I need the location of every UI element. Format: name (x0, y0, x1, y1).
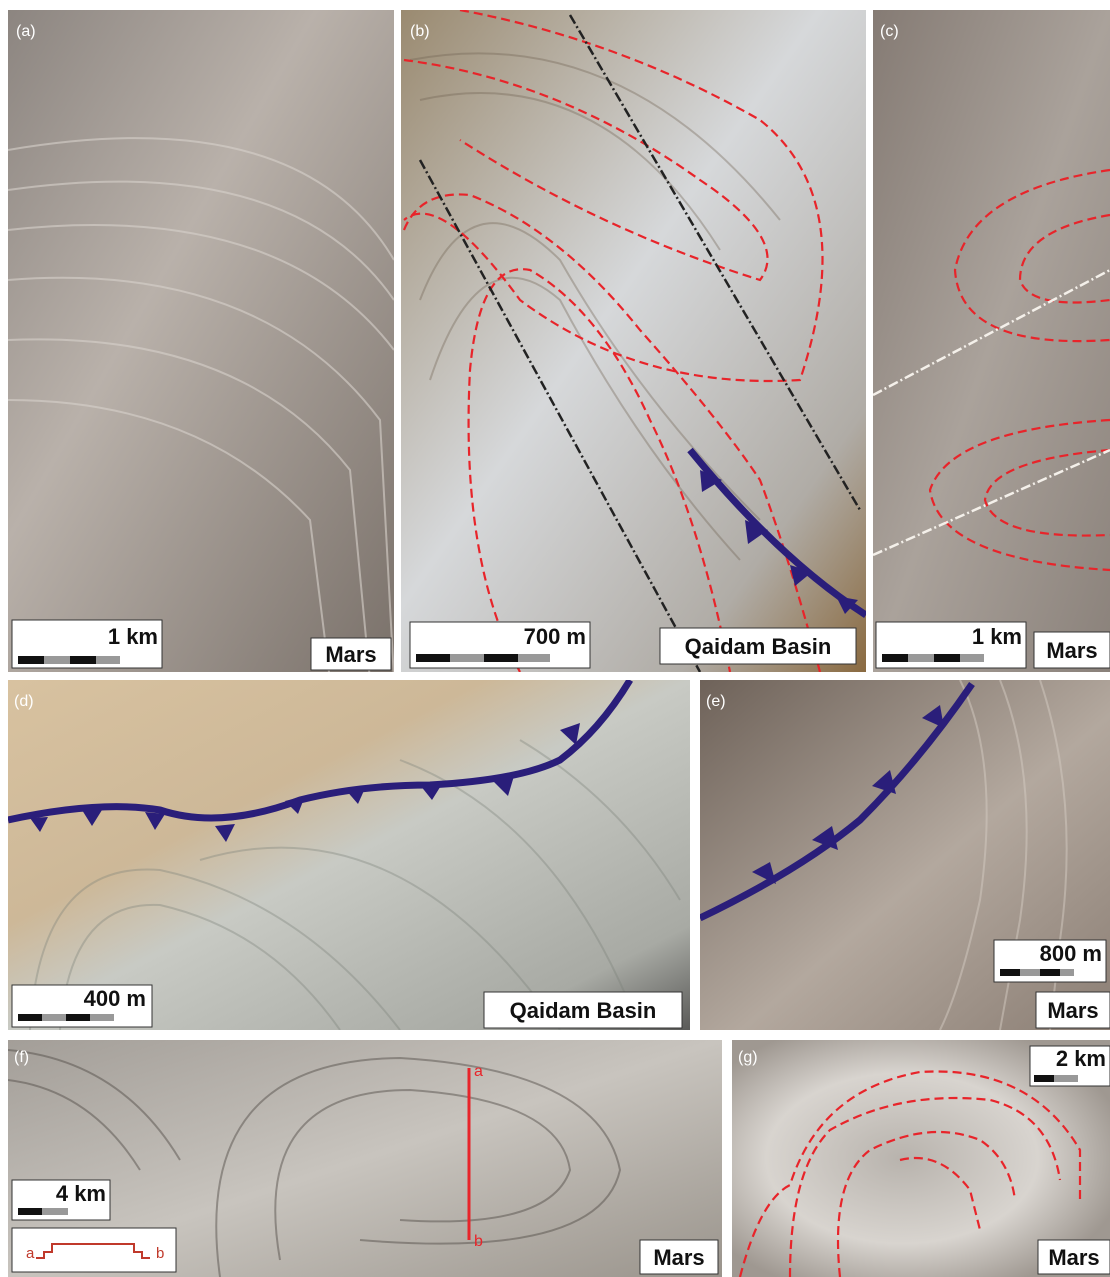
figure: (a) (b) (c) (d) (e) (f) (g) Mars Qaidam … (0, 0, 1110, 1277)
scale-label: 2 km (1056, 1046, 1106, 1071)
scale-label: 700 m (524, 624, 586, 649)
panel-a (8, 10, 394, 680)
profile-end: b (474, 1233, 483, 1250)
panel-d (8, 680, 690, 1030)
location: Mars (325, 642, 376, 667)
location: Qaidam Basin (685, 634, 832, 659)
panel-label: (f) (14, 1049, 29, 1066)
scale-label: 1 km (972, 624, 1022, 649)
scale-label: 800 m (1040, 941, 1102, 966)
location: Mars (1046, 638, 1097, 663)
panel-label: (c) (880, 23, 899, 40)
profile-end: b (156, 1245, 164, 1262)
panel-b (401, 10, 866, 672)
profile-end: a (474, 1063, 483, 1080)
location: Qaidam Basin (510, 998, 657, 1023)
location: Mars (1047, 998, 1098, 1023)
panel-label: (d) (14, 693, 34, 710)
scale-label: 400 m (84, 986, 146, 1011)
profile-end: a (26, 1245, 35, 1262)
scale-label: 1 km (108, 624, 158, 649)
scale-label: 4 km (56, 1181, 106, 1206)
panel-label: (b) (410, 23, 430, 40)
location: Mars (653, 1245, 704, 1270)
panel-label: (a) (16, 23, 36, 40)
panel-label: (e) (706, 693, 726, 710)
page: {"panels": [ {"label": "(a)", "location"… (0, 0, 1110, 1277)
panel-label: (g) (738, 1049, 758, 1066)
panel-c (873, 10, 1110, 672)
location: Mars (1048, 1245, 1099, 1270)
